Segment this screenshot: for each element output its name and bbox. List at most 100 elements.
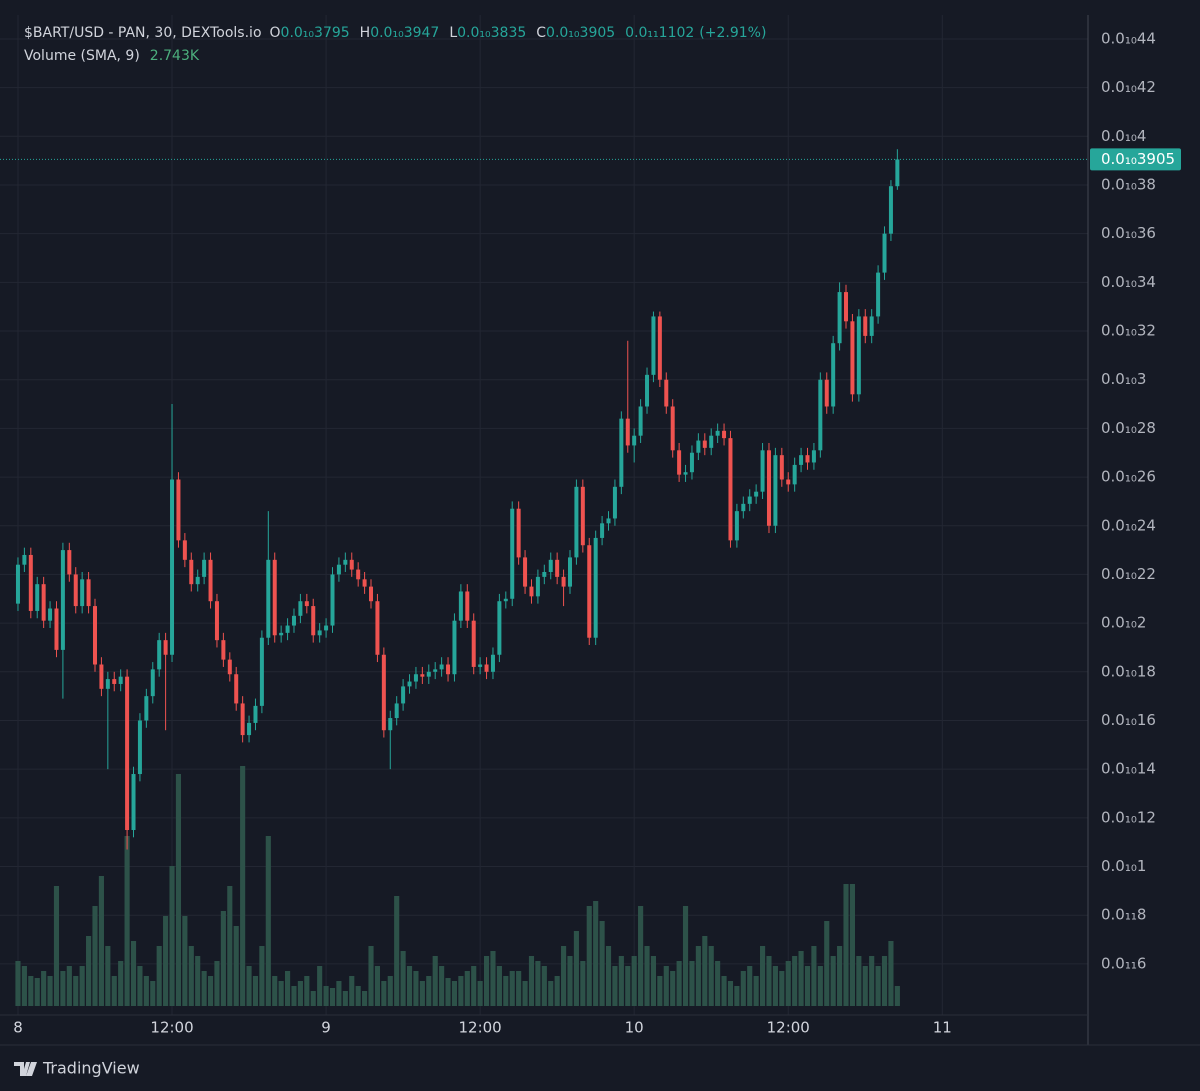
candle-body bbox=[362, 579, 367, 587]
candle-body bbox=[272, 559, 277, 636]
volume-bar bbox=[265, 836, 271, 1006]
volume-bar bbox=[798, 951, 804, 1006]
volume-bar bbox=[657, 976, 663, 1006]
change-value: 0.0₁₁1102 bbox=[625, 25, 694, 41]
candle-body bbox=[221, 640, 226, 660]
y-tick-label: 0.0₁₁8 bbox=[1101, 906, 1146, 924]
brand-name: TradingView bbox=[42, 1059, 140, 1078]
volume-bar bbox=[753, 976, 759, 1006]
volume-bar bbox=[618, 956, 624, 1006]
brand-logo: TradingView bbox=[14, 1059, 140, 1078]
candle-body bbox=[131, 774, 136, 831]
volume-bar bbox=[73, 976, 79, 1006]
volume-bar bbox=[740, 971, 746, 1006]
last-price-tag bbox=[1090, 148, 1181, 171]
volume-bar bbox=[747, 966, 753, 1006]
candle-body bbox=[606, 518, 611, 524]
candle-body bbox=[202, 559, 207, 577]
volume-bar bbox=[567, 956, 573, 1006]
volume-bar bbox=[573, 931, 579, 1006]
candle-body bbox=[452, 620, 457, 675]
candle-body bbox=[542, 572, 547, 577]
y-tick-label: 0.0₁₀32 bbox=[1101, 322, 1156, 340]
volume-bar bbox=[888, 941, 894, 1006]
candle-body bbox=[773, 455, 778, 526]
candle-body bbox=[786, 479, 791, 485]
volume-bar bbox=[759, 946, 766, 1006]
volume-bar bbox=[272, 976, 278, 1006]
y-tick-label: 0.0₁₀12 bbox=[1101, 808, 1156, 826]
volume-bar bbox=[137, 966, 143, 1006]
volume-bar bbox=[188, 946, 194, 1006]
candle-body bbox=[413, 674, 418, 682]
volume-bar bbox=[734, 986, 740, 1006]
candle-body bbox=[612, 486, 617, 519]
candle-body bbox=[799, 455, 804, 465]
symbol-title: $BART/USD - PAN, 30, DEXTools.io bbox=[24, 25, 262, 41]
candle-body bbox=[330, 574, 335, 626]
volume-bar bbox=[92, 906, 98, 1006]
volume-bar bbox=[240, 766, 246, 1006]
candle-body bbox=[844, 292, 849, 322]
volume-bar bbox=[580, 961, 586, 1006]
volume-legend: Volume (SMA, 9) 2.743K bbox=[24, 48, 200, 64]
candle-body bbox=[60, 550, 65, 650]
volume-bar bbox=[317, 966, 323, 1006]
candle-body bbox=[638, 406, 643, 436]
ohlc-value: 0.0₁₀3795 bbox=[281, 25, 350, 41]
volume-bar bbox=[477, 981, 483, 1006]
candle-body bbox=[304, 601, 309, 607]
candle-body bbox=[754, 491, 759, 497]
y-tick-label: 0.0₁₀3 bbox=[1101, 370, 1146, 388]
y-tick-label: 0.0₁₀34 bbox=[1101, 273, 1156, 291]
volume-bar bbox=[843, 884, 849, 1006]
candle-body bbox=[170, 479, 175, 655]
volume-bar bbox=[419, 981, 425, 1006]
volume-bar bbox=[541, 966, 547, 1006]
y-tick-label: 0.0₁₀28 bbox=[1101, 419, 1156, 437]
volume-bar bbox=[150, 981, 156, 1006]
candle-body bbox=[490, 654, 495, 672]
volume-bar bbox=[406, 966, 413, 1006]
volume-bar bbox=[130, 941, 137, 1006]
volume-bar bbox=[323, 986, 329, 1006]
candle-body bbox=[349, 559, 354, 570]
volume-bar bbox=[34, 978, 40, 1006]
candle-body bbox=[645, 374, 650, 407]
candle-body bbox=[779, 455, 784, 480]
candle-body bbox=[651, 316, 656, 375]
candle-body bbox=[824, 379, 829, 407]
candle-body bbox=[702, 440, 707, 448]
candle-body bbox=[863, 316, 868, 336]
volume-bar bbox=[689, 961, 695, 1006]
ohlc-value: 0.0₁₀3835 bbox=[457, 25, 526, 41]
candle-body bbox=[503, 598, 508, 602]
candle-body bbox=[497, 601, 502, 655]
candle-body bbox=[99, 664, 104, 689]
volume-bar bbox=[625, 966, 631, 1006]
volume-bar bbox=[143, 976, 149, 1006]
volume-bar bbox=[374, 966, 380, 1006]
volume-bar bbox=[503, 976, 509, 1006]
volume-bar bbox=[509, 971, 515, 1006]
volume-bar bbox=[169, 866, 175, 1006]
candle-body bbox=[689, 452, 694, 473]
volume-bar bbox=[118, 961, 124, 1006]
candle-body bbox=[324, 625, 329, 631]
candle-body bbox=[882, 233, 887, 273]
candle-body bbox=[22, 554, 27, 565]
volume-bar bbox=[182, 916, 188, 1006]
y-tick-label: 0.0₁₀2 bbox=[1101, 614, 1146, 632]
volume-bar bbox=[259, 946, 265, 1006]
volume-bar bbox=[875, 966, 881, 1006]
legend-line: $BART/USD - PAN, 30, DEXTools.io O0.0₁₀37… bbox=[24, 25, 766, 41]
volume-bar bbox=[561, 946, 567, 1006]
volume-bar bbox=[47, 976, 53, 1006]
volume-bar bbox=[329, 988, 336, 1006]
volume-bar bbox=[599, 921, 605, 1006]
candle-body bbox=[401, 686, 406, 704]
candle-body bbox=[336, 564, 341, 575]
candle-body bbox=[144, 696, 149, 721]
